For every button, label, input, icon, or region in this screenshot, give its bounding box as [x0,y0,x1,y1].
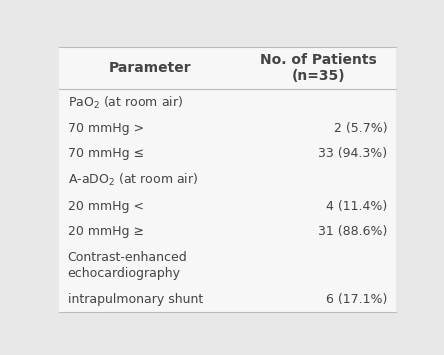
Text: 31 (88.6%): 31 (88.6%) [318,225,388,238]
Text: 6 (17.1%): 6 (17.1%) [326,293,388,306]
Text: 70 mmHg ≤: 70 mmHg ≤ [67,147,144,160]
Text: No. of Patients
(n=35): No. of Patients (n=35) [260,53,377,83]
Text: A-aDO$_2$ (at room air): A-aDO$_2$ (at room air) [67,172,198,188]
Text: Contrast-enhanced
echocardiography: Contrast-enhanced echocardiography [67,251,187,280]
Text: 2 (5.7%): 2 (5.7%) [334,122,388,135]
Text: 20 mmHg <: 20 mmHg < [67,200,143,213]
Text: intrapulmonary shunt: intrapulmonary shunt [67,293,203,306]
Text: PaO$_2$ (at room air): PaO$_2$ (at room air) [67,94,182,110]
Text: 20 mmHg ≥: 20 mmHg ≥ [67,225,143,238]
Text: 33 (94.3%): 33 (94.3%) [318,147,388,160]
Text: 70 mmHg >: 70 mmHg > [67,122,144,135]
Text: Parameter: Parameter [109,61,191,75]
Text: 4 (11.4%): 4 (11.4%) [326,200,388,213]
